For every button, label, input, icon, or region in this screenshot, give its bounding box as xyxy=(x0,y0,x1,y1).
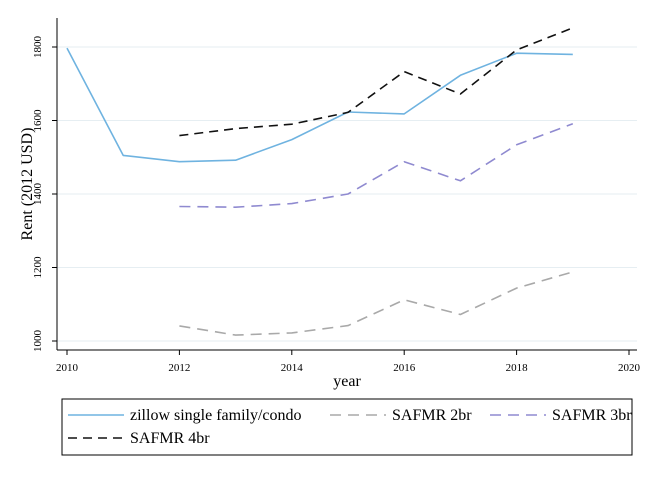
y-tick-label: 1200 xyxy=(32,256,44,279)
series-line-3 xyxy=(179,123,574,208)
legend-box xyxy=(61,398,633,456)
legend-label-1: zillow single family/condo xyxy=(130,407,302,424)
y-axis-title: Rent (2012 USD) xyxy=(19,128,36,241)
y-ticks: 1000 1200 1400 1600 1800 xyxy=(32,36,57,353)
x-tick-label: 2020 xyxy=(618,362,641,374)
x-ticks: 2010 2012 2014 2016 2018 2020 xyxy=(56,350,641,374)
x-tick-label: 2012 xyxy=(168,362,190,374)
legend-label-3: SAFMR 3br xyxy=(552,407,632,424)
x-tick-label: 2014 xyxy=(281,362,304,374)
y-tick-label: 1800 xyxy=(32,36,44,59)
x-tick-label: 2016 xyxy=(393,362,416,374)
series-line-4 xyxy=(179,27,574,137)
legend-label-2: SAFMR 2br xyxy=(392,407,472,424)
series-line-1 xyxy=(66,47,573,163)
y-tick-label: 1600 xyxy=(32,109,44,132)
x-axis-title: year xyxy=(333,373,361,390)
y-tick-label: 1400 xyxy=(32,183,44,206)
y-tick-label: 1000 xyxy=(32,330,44,353)
series-lines xyxy=(66,27,574,336)
legend-label-4: SAFMR 4br xyxy=(130,430,210,447)
axes xyxy=(56,18,637,351)
legend: zillow single family/condo SAFMR 2br SAFMR… xyxy=(61,398,633,456)
legend-entries: zillow single family/condo SAFMR 2br SAFMR… xyxy=(68,407,632,447)
x-tick-label: 2018 xyxy=(506,362,529,374)
series-line-2 xyxy=(179,271,574,336)
x-tick-label: 2010 xyxy=(56,362,79,374)
